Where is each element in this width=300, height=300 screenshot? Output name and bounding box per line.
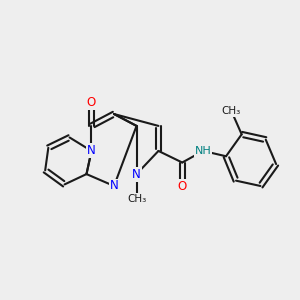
Text: NH: NH [195, 146, 212, 156]
Text: O: O [87, 96, 96, 109]
Text: CH₃: CH₃ [222, 106, 241, 116]
Text: N: N [132, 168, 141, 181]
Text: N: N [110, 179, 118, 193]
Text: N: N [87, 144, 96, 158]
Text: O: O [178, 180, 187, 193]
Text: CH₃: CH₃ [127, 194, 146, 204]
